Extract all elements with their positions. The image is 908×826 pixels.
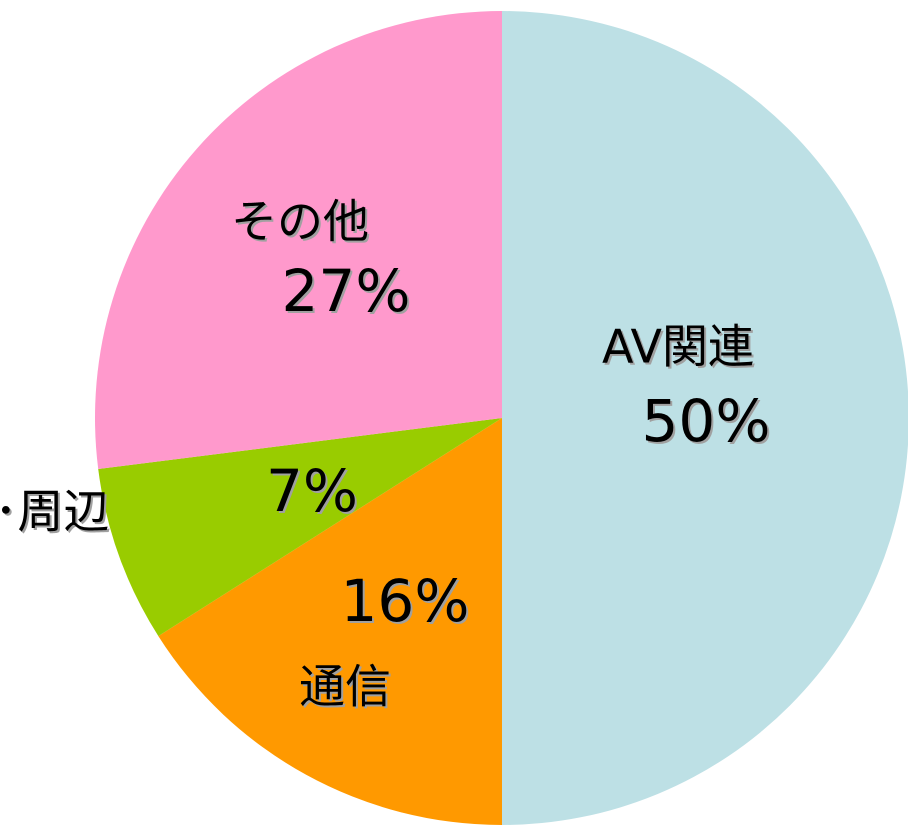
slice-name: その他 — [231, 195, 369, 249]
slice-name: AV関連 — [602, 320, 754, 374]
slice-name: 通信 — [299, 660, 391, 714]
pie-slice — [98, 418, 502, 637]
slice-name: PC･周辺 — [0, 485, 109, 539]
pie-slice — [94, 11, 502, 470]
slice-value-label: 27% — [282, 257, 411, 325]
slice-value-label: 50% — [642, 387, 771, 455]
pie-slice — [502, 11, 908, 825]
pie-slice — [158, 418, 503, 825]
slice-value-label: 7% — [266, 457, 358, 525]
slice-value-label: 16% — [341, 567, 470, 635]
